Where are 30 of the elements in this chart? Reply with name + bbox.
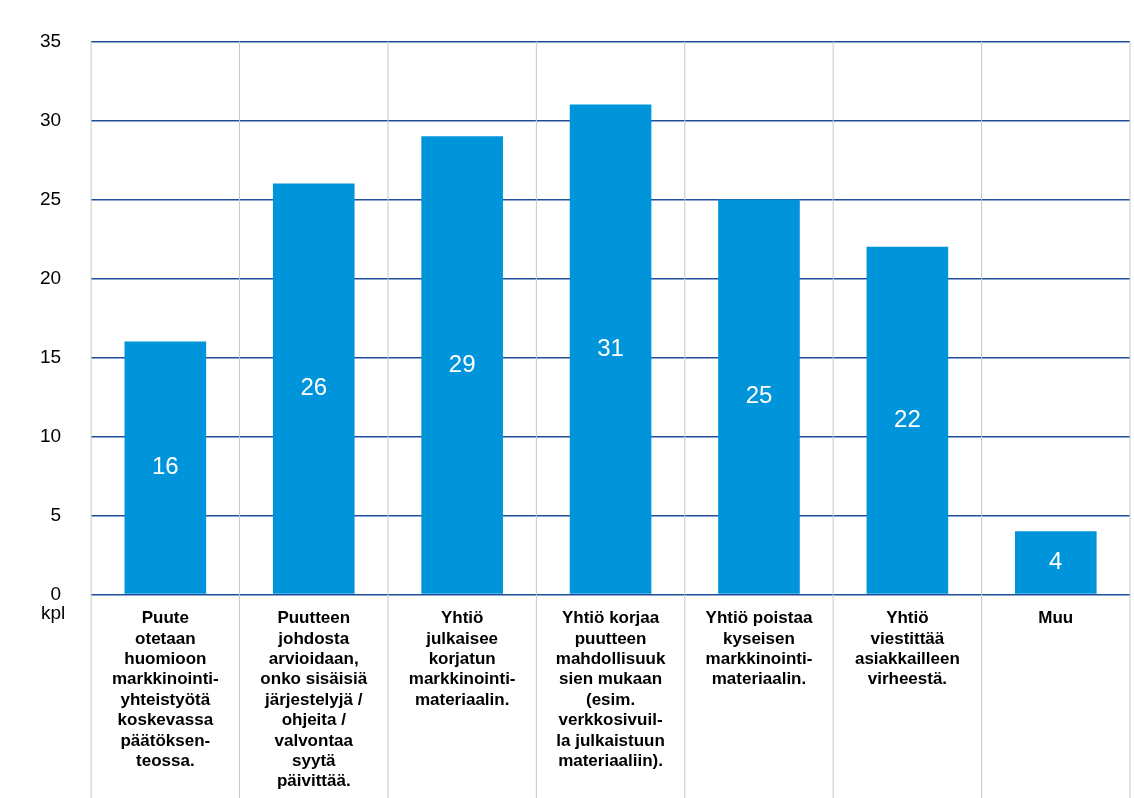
data-label: 31 (597, 333, 624, 361)
y-tick-label: 25 (39, 187, 62, 209)
y-tick-label: 30 (39, 108, 62, 130)
y-tick-label: 15 (39, 345, 62, 367)
data-label: 16 (151, 452, 179, 480)
x-tick-label: Yhtiö poistaa kyseisen markkinointi- materiaalin. (705, 608, 813, 689)
category-label: Puutteen johdosta arvioidaan, onko sisäisiä järjestelyjä / ohjeita / valvontaa syytä päivittää. (260, 608, 368, 791)
bar (718, 199, 800, 594)
y-tick-label: 10 (39, 424, 62, 446)
y-tick-label: 35 (39, 29, 62, 51)
x-tick-label: Muu (1038, 608, 1074, 628)
bar (272, 183, 355, 594)
y-tick-label: 0 (50, 582, 62, 604)
y-axis-title: kpl (40, 602, 66, 624)
x-tick-label: Yhtiö viestittää asiakkailleen virheestä. (854, 608, 960, 689)
x-tick-label: Yhtiö korjaa puutteen mahdollisuuk sien mukaan (esim. verkkosivuil- la julkaistuun materiaaliin). (555, 608, 666, 771)
data-label: 29 (448, 349, 476, 377)
data-label: 26 (300, 373, 328, 401)
data-label: 25 (745, 381, 773, 409)
x-tick-label: Yhtiö julkaisee korjatun markkinointi- materiaalin. (408, 608, 516, 709)
y-tick-label: 20 (39, 266, 62, 288)
bar (866, 246, 949, 594)
bar (569, 104, 652, 594)
data-label: 22 (894, 404, 921, 432)
bar (421, 136, 503, 594)
bar (1014, 531, 1097, 594)
y-tick-label: 5 (50, 503, 62, 525)
bar (124, 341, 207, 594)
x-tick-label: Puute otetaan huomioon markkinointi- yhteistyötä koskevassa päätöksen- teossa. (111, 608, 219, 771)
data-label: 4 (1049, 547, 1063, 575)
